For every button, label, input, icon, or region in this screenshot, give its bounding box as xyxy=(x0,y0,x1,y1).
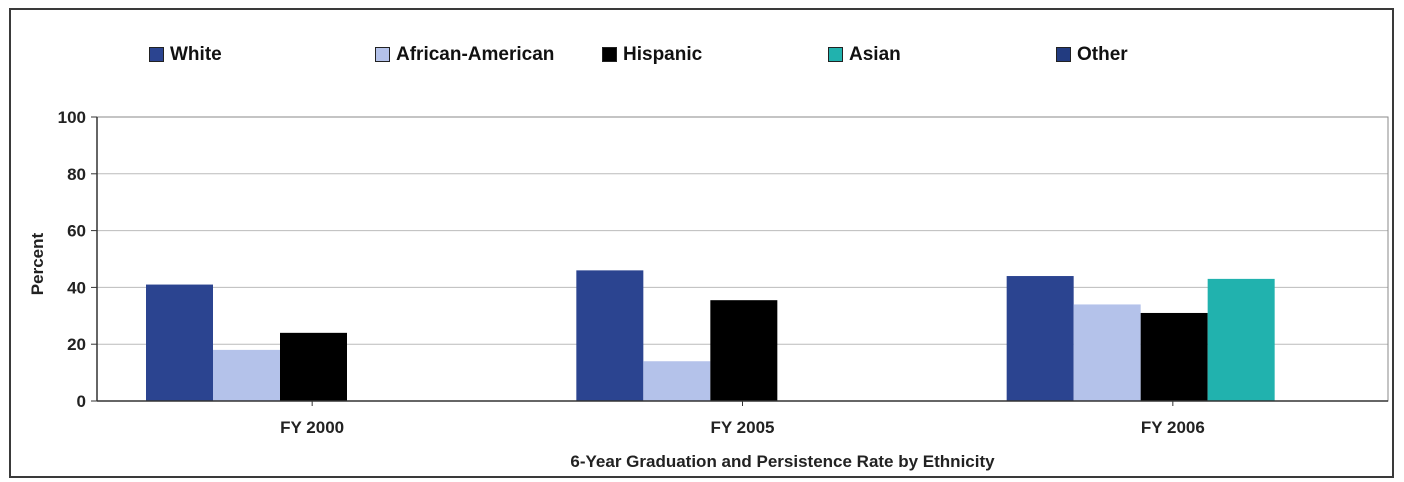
legend-swatch-white xyxy=(149,47,164,62)
bar-fy-2005-hispanic xyxy=(710,300,778,401)
y-tick-label-100: 100 xyxy=(58,108,86,127)
legend-item-african-american: African-American xyxy=(375,45,554,64)
x-tick-label-fy-2006: FY 2006 xyxy=(1141,418,1205,437)
legend-label-other: Other xyxy=(1077,44,1128,65)
legend-label-white: White xyxy=(170,44,222,65)
bar-fy-2006-hispanic xyxy=(1140,312,1208,401)
bar-fy-2005-white xyxy=(576,270,644,401)
bar-fy-2006-white xyxy=(1006,276,1074,401)
x-tick-label-fy-2000: FY 2000 xyxy=(280,418,344,437)
y-tick-label-80: 80 xyxy=(67,165,86,184)
legend-swatch-hispanic xyxy=(602,47,617,62)
legend-label-asian: Asian xyxy=(849,44,901,65)
bar-chart: 0 20 40 60 80 100 FY 2000 FY 2005 FY 2006 6-Year … xyxy=(28,108,1389,471)
bar-fy-2006-african-american xyxy=(1073,304,1141,401)
legend-label-african-american: African-American xyxy=(396,44,555,65)
legend-item-hispanic: Hispanic xyxy=(602,45,702,64)
legend-item-asian: Asian xyxy=(828,45,901,64)
legend-swatch-other xyxy=(1056,47,1071,62)
x-tick-label-fy-2005: FY 2005 xyxy=(711,418,775,437)
bar-fy-2000-white xyxy=(146,284,213,401)
bar-fy-2006-asian xyxy=(1207,278,1275,401)
y-tick-label-20: 20 xyxy=(67,335,86,354)
x-axis-title: 6-Year Graduation and Persistence Rate b… xyxy=(570,452,995,471)
bar-fy-2000-african-american xyxy=(213,349,280,401)
chart-frame: White African-American Hispanic Asian Other … xyxy=(9,8,1394,478)
y-axis-title: Percent xyxy=(28,232,47,295)
legend: White African-American Hispanic Asian Other xyxy=(11,10,1392,100)
bar-fy-2005-african-american xyxy=(643,361,711,401)
legend-item-white: White xyxy=(149,45,222,64)
y-tick-label-40: 40 xyxy=(67,278,86,297)
bars xyxy=(146,270,1275,401)
axes: 0 20 40 60 80 100 FY 2000 FY 2005 FY 2006 6-Year … xyxy=(28,108,1388,471)
legend-swatch-asian xyxy=(828,47,843,62)
y-tick-label-60: 60 xyxy=(67,222,86,241)
y-tick-label-0: 0 xyxy=(77,392,86,411)
legend-swatch-african-american xyxy=(375,47,390,62)
legend-item-other: Other xyxy=(1056,45,1128,64)
legend-label-hispanic: Hispanic xyxy=(623,44,703,65)
bar-fy-2000-hispanic xyxy=(280,332,347,401)
